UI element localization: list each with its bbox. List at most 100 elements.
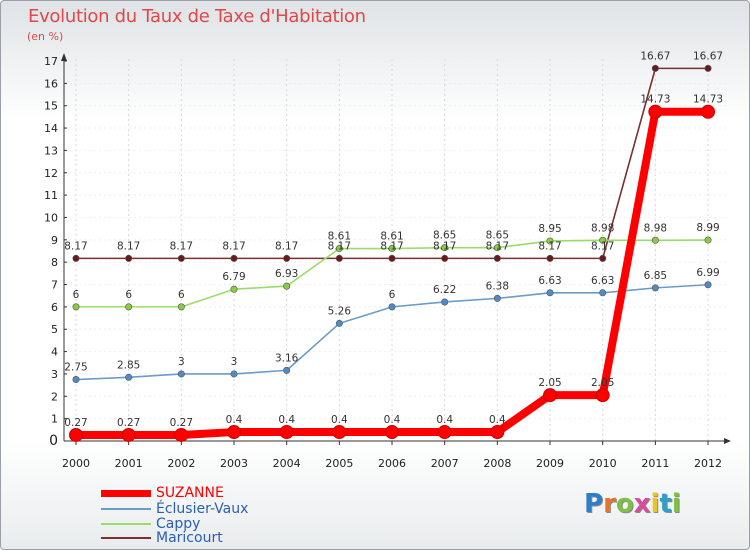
- x-tick-label: 2000: [62, 457, 90, 470]
- y-tick-label: 10: [44, 211, 58, 224]
- x-axis-arrow: [724, 438, 731, 444]
- data-point: [388, 303, 396, 311]
- data-label: 14.73: [693, 94, 723, 106]
- data-label: 3: [178, 356, 185, 368]
- data-point: [230, 285, 238, 293]
- data-point: [283, 366, 291, 374]
- y-tick-label: 14: [44, 122, 58, 135]
- data-label: 2.05: [591, 377, 614, 389]
- data-point: [332, 425, 347, 440]
- data-point: [283, 254, 291, 262]
- proxiti-logo: Proxiti: [584, 489, 681, 519]
- data-point: [651, 284, 659, 292]
- x-tick-label: 2007: [431, 457, 459, 470]
- data-label: 0.27: [170, 417, 193, 429]
- data-label: 8.98: [591, 222, 614, 234]
- data-label: 8.17: [538, 240, 561, 252]
- x-tick-label: 2009: [536, 457, 564, 470]
- data-point: [493, 294, 501, 302]
- data-point: [121, 427, 136, 442]
- data-point: [595, 388, 610, 403]
- data-label: 8.65: [433, 230, 456, 242]
- data-label: 8.17: [433, 240, 456, 252]
- chart-title: Evolution du Taux de Taxe d'Habitation: [28, 6, 366, 27]
- data-label: 8.61: [380, 231, 403, 243]
- data-label: 0.4: [278, 414, 295, 426]
- logo-letter: r: [603, 489, 616, 519]
- data-label: 2.05: [538, 377, 561, 389]
- data-point: [599, 236, 607, 244]
- data-point: [72, 303, 80, 311]
- data-point: [283, 282, 291, 290]
- data-point: [599, 254, 607, 262]
- data-point: [177, 254, 185, 262]
- data-point: [177, 370, 185, 378]
- data-label: 3.16: [275, 352, 299, 364]
- data-point: [493, 244, 501, 252]
- x-tick-label: 2005: [325, 457, 353, 470]
- data-point: [177, 303, 185, 311]
- data-label: 2.75: [64, 362, 87, 374]
- legend-swatch-clusiervaux: [101, 508, 151, 510]
- data-label: 0.4: [489, 414, 506, 426]
- data-point: [704, 281, 712, 289]
- data-point: [651, 236, 659, 244]
- data-point: [279, 425, 294, 440]
- logo-letter: t: [659, 489, 672, 519]
- data-label: 6.85: [644, 270, 667, 282]
- data-label: 8.17: [117, 240, 140, 252]
- data-point: [704, 236, 712, 244]
- data-label: 8.95: [538, 223, 561, 235]
- data-label: 16.67: [693, 50, 723, 62]
- logo-letter: i: [650, 489, 660, 519]
- y-tick-label: 16: [44, 77, 58, 90]
- logo-letter: o: [615, 489, 634, 519]
- data-label: 8.17: [328, 240, 351, 252]
- data-point: [335, 245, 343, 253]
- legend-swatch-suzanne: [101, 489, 151, 497]
- y-tick-label: 17: [44, 55, 58, 68]
- data-label: 6.99: [696, 267, 719, 279]
- legend-label: Éclusier-Vaux: [156, 501, 249, 517]
- data-point: [546, 289, 554, 297]
- data-point: [599, 289, 607, 297]
- data-label: 6: [389, 289, 396, 301]
- y-axis-arrow: [61, 53, 67, 61]
- data-label: 8.17: [486, 240, 509, 252]
- data-label: 2.85: [117, 359, 140, 371]
- legend-swatch-maricourt: [101, 537, 151, 539]
- legend-label: Cappy: [156, 516, 201, 532]
- x-tick-label: 2012: [694, 457, 722, 470]
- y-tick-label: 9: [51, 234, 58, 247]
- data-point: [441, 244, 449, 252]
- data-point: [388, 254, 396, 262]
- y-tick-label: 2: [51, 390, 58, 403]
- y-tick-label: 3: [51, 368, 58, 381]
- data-point: [174, 427, 189, 442]
- data-point: [437, 425, 452, 440]
- data-label: 6: [178, 289, 185, 301]
- data-label: 0.4: [384, 414, 401, 426]
- data-point: [335, 254, 343, 262]
- data-label: 8.17: [222, 240, 245, 252]
- data-point: [230, 254, 238, 262]
- data-point: [493, 254, 501, 262]
- data-label: 8.61: [328, 231, 351, 243]
- legend-swatch-cappy: [101, 523, 151, 525]
- y-tick-label: 6: [51, 301, 58, 314]
- data-label: 6: [125, 289, 132, 301]
- data-point: [385, 425, 400, 440]
- y-tick-label: 8: [51, 256, 58, 269]
- data-point: [441, 298, 449, 306]
- legend-label: SUZANNE: [156, 485, 224, 501]
- data-label: 14.73: [640, 94, 670, 106]
- data-label: 6.79: [222, 271, 245, 283]
- data-label: 6.93: [275, 268, 298, 280]
- x-tick-label: 2011: [641, 457, 669, 470]
- data-label: 6.38: [486, 280, 509, 292]
- data-label: 0.4: [226, 414, 243, 426]
- data-point: [648, 104, 663, 119]
- y-tick-label: 0: [49, 433, 58, 449]
